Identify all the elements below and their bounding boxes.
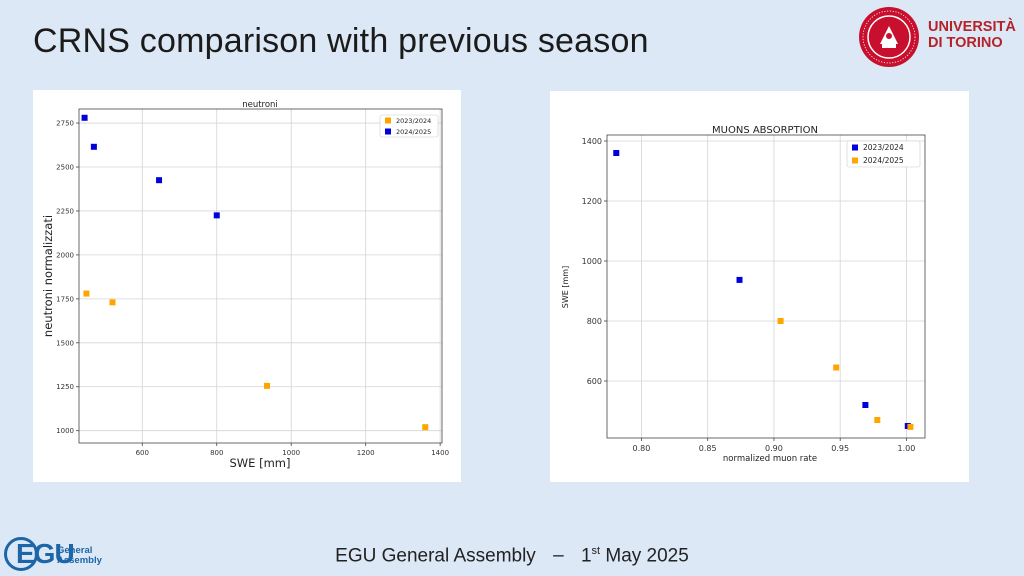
data-point <box>109 299 116 306</box>
y-tick-label: 2000 <box>56 251 74 259</box>
university-seal-icon <box>859 7 919 67</box>
data-point <box>213 212 220 219</box>
data-point <box>613 150 620 156</box>
data-point <box>156 177 163 184</box>
slide-title: CRNS comparison with previous season <box>33 22 649 60</box>
legend <box>379 114 439 138</box>
y-tick-label: 2750 <box>56 120 74 128</box>
y-axis-label: neutroni normalizzati <box>41 215 55 337</box>
slide-footer: EGU General Assembly – 1st May 2025 <box>335 545 689 567</box>
legend-label: 2023/2024 <box>396 117 431 125</box>
data-point <box>874 417 881 423</box>
data-point <box>90 143 97 150</box>
y-tick-label: 1000 <box>56 427 74 435</box>
x-tick-label: 0.85 <box>699 444 717 453</box>
y-tick-label: 1750 <box>56 295 74 303</box>
data-point <box>81 114 88 121</box>
y-tick-label: 1500 <box>56 339 74 347</box>
x-tick-label: 600 <box>136 449 149 457</box>
y-tick-label: 2250 <box>56 207 74 215</box>
legend-label: 2024/2025 <box>396 128 431 136</box>
data-point <box>777 318 784 324</box>
data-point <box>907 423 914 430</box>
legend <box>846 140 921 168</box>
neutron-chart-panel: neutroni SWE [mm] neutroni normalizzati … <box>33 90 461 482</box>
y-axis-label: SWE [mm] <box>561 266 570 308</box>
plot-frame <box>606 134 926 439</box>
x-tick-label: 800 <box>210 449 223 457</box>
chart-title: neutroni <box>242 100 278 110</box>
egu-circle-icon <box>4 537 38 571</box>
egu-logo: EGU General Assembly <box>4 537 114 573</box>
legend-swatch <box>385 117 391 124</box>
x-tick-label: 0.90 <box>765 444 783 453</box>
x-axis-label: SWE [mm] <box>230 456 291 470</box>
data-point <box>862 402 869 408</box>
x-tick-label: 0.80 <box>633 444 651 453</box>
plot-frame <box>78 108 443 444</box>
muon-chart-panel: MUONS ABSORPTION normalized muon rate SW… <box>550 91 969 482</box>
data-point <box>736 276 743 283</box>
muon-chart: MUONS ABSORPTION normalized muon rate SW… <box>561 125 926 464</box>
chart-title: MUONS ABSORPTION <box>712 125 818 136</box>
y-tick-label: 800 <box>587 317 602 326</box>
university-name: UNIVERSITÀ DI TORINO <box>928 19 1016 51</box>
neutron-chart: neutroni SWE [mm] neutroni normalizzati … <box>41 100 449 470</box>
x-tick-label: 1000 <box>282 449 300 457</box>
y-tick-label: 1000 <box>582 257 602 266</box>
data-point <box>833 364 840 371</box>
legend-swatch <box>852 157 858 164</box>
y-tick-label: 1250 <box>56 383 74 391</box>
y-tick-label: 1400 <box>582 137 602 146</box>
x-tick-label: 1200 <box>357 449 375 457</box>
data-point <box>264 382 271 389</box>
legend-label: 2023/2024 <box>863 143 904 152</box>
legend-label: 2024/2025 <box>863 156 904 165</box>
data-point <box>422 424 429 431</box>
x-tick-label: 1400 <box>431 449 449 457</box>
y-tick-label: 1200 <box>582 197 602 206</box>
legend-swatch <box>852 144 858 151</box>
x-tick-label: 1.00 <box>898 444 916 453</box>
y-tick-label: 600 <box>587 377 602 386</box>
y-tick-label: 2500 <box>56 163 74 171</box>
x-axis-label: normalized muon rate <box>723 454 817 464</box>
data-point <box>83 290 90 297</box>
x-tick-label: 0.95 <box>831 444 849 453</box>
legend-swatch <box>385 128 391 135</box>
university-logo: UNIVERSITÀ DI TORINO <box>858 6 1018 68</box>
